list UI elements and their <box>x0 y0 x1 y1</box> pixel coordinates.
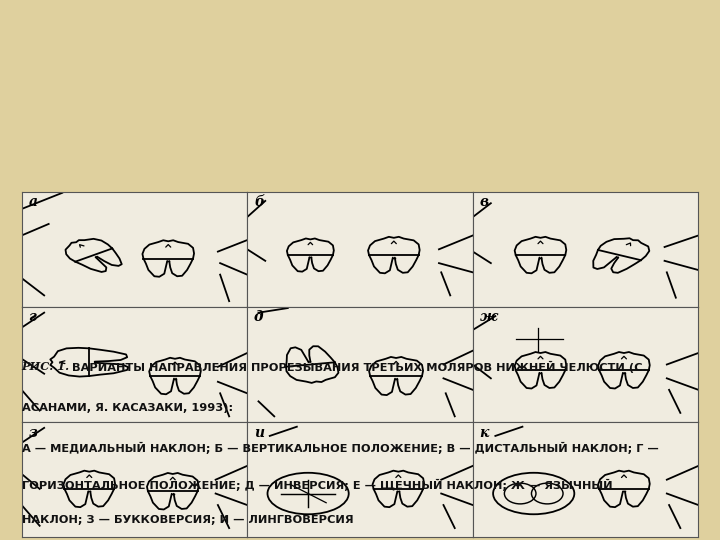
Text: к: к <box>480 426 489 440</box>
Text: б: б <box>254 195 264 209</box>
Text: НАКЛОН; З — БУККОВЕРСИЯ; И — ЛИНГВОВЕРСИЯ: НАКЛОН; З — БУККОВЕРСИЯ; И — ЛИНГВОВЕРСИ… <box>22 515 354 525</box>
Text: ГОРИЗОНТАЛЬНОЕ ПОЛОЖЕНИЕ; Д — ИНВЕРСИЯ; Е — ЩЕЧНЫЙ НАКЛОН; Ж — ЯЗЫЧНЫЙ: ГОРИЗОНТАЛЬНОЕ ПОЛОЖЕНИЕ; Д — ИНВЕРСИЯ; … <box>22 478 612 491</box>
Text: в: в <box>480 195 489 209</box>
Text: РИС. 1.: РИС. 1. <box>22 361 70 372</box>
Text: з: з <box>28 426 37 440</box>
Text: и: и <box>254 426 264 440</box>
Text: д: д <box>254 310 264 325</box>
Text: АСАНАМИ, Я. КАСАЗАКИ, 1993):: АСАНАМИ, Я. КАСАЗАКИ, 1993): <box>22 403 233 413</box>
Text: ж: ж <box>480 310 498 325</box>
Text: а: а <box>28 195 37 209</box>
Text: ВАРИАНТЫ НАПРАВЛЕНИЯ ПРОРЕЗЫВАНИЯ ТРЕТЬИХ МОЛЯРОВ НИЖНЕЙ ЧЕЛЮСТИ (С.: ВАРИАНТЫ НАПРАВЛЕНИЯ ПРОРЕЗЫВАНИЯ ТРЕТЬИ… <box>68 361 647 373</box>
Text: А — МЕДИАЛЬНЫЙ НАКЛОН; Б — ВЕРТИКАЛЬНОЕ ПОЛОЖЕНИЕ; В — ДИСТАЛЬНЫЙ НАКЛОН; Г —: А — МЕДИАЛЬНЫЙ НАКЛОН; Б — ВЕРТИКАЛЬНОЕ … <box>22 442 658 454</box>
Text: г: г <box>28 310 36 325</box>
